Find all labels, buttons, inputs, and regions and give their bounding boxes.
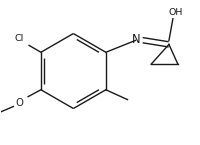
Text: Cl: Cl bbox=[15, 34, 24, 43]
Text: N: N bbox=[132, 33, 140, 46]
Text: OH: OH bbox=[168, 8, 183, 17]
Text: O: O bbox=[15, 98, 23, 108]
